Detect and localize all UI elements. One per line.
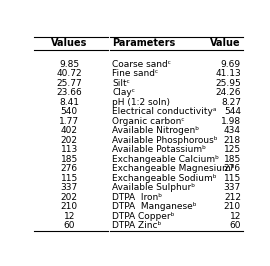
Text: 12: 12 [64, 211, 75, 221]
Text: Exchangeable Calciumᵇ: Exchangeable Calciumᵇ [112, 155, 219, 164]
Text: 210: 210 [224, 202, 241, 211]
Text: 23.66: 23.66 [56, 88, 82, 97]
Text: 434: 434 [224, 126, 241, 135]
Text: 41.13: 41.13 [215, 69, 241, 78]
Text: 25.77: 25.77 [56, 78, 82, 88]
Text: 125: 125 [224, 145, 241, 154]
Text: DTPA Zincᵇ: DTPA Zincᵇ [112, 221, 161, 230]
Text: 115: 115 [224, 174, 241, 182]
Text: Available Phosphorousᵇ: Available Phosphorousᵇ [112, 136, 218, 145]
Text: 544: 544 [224, 107, 241, 116]
Text: Organic carbonᶜ: Organic carbonᶜ [112, 117, 185, 126]
Text: Available Nitrogenᵇ: Available Nitrogenᵇ [112, 126, 199, 135]
Text: 185: 185 [61, 155, 78, 164]
Text: 8.27: 8.27 [221, 98, 241, 107]
Text: pH (1:2 soln): pH (1:2 soln) [112, 98, 170, 107]
Text: DTPA  Manganeseᵇ: DTPA Manganeseᵇ [112, 202, 197, 211]
Text: 402: 402 [61, 126, 78, 135]
Text: 60: 60 [63, 221, 75, 230]
Text: 540: 540 [61, 107, 78, 116]
Text: 25.95: 25.95 [215, 78, 241, 88]
Text: 202: 202 [61, 136, 78, 145]
Text: 8.41: 8.41 [59, 98, 79, 107]
Text: 276: 276 [224, 164, 241, 173]
Text: 210: 210 [61, 202, 78, 211]
Text: DTPA Copperᵇ: DTPA Copperᵇ [112, 211, 175, 221]
Text: Exchangeable Magnesiumᵇ: Exchangeable Magnesiumᵇ [112, 164, 235, 173]
Text: 9.85: 9.85 [59, 60, 79, 69]
Text: 276: 276 [61, 164, 78, 173]
Text: Electrical conductivityᵃ: Electrical conductivityᵃ [112, 107, 217, 116]
Text: 212: 212 [224, 193, 241, 202]
Text: 202: 202 [61, 193, 78, 202]
Text: Values: Values [51, 38, 87, 48]
Text: 113: 113 [61, 145, 78, 154]
Text: Value: Value [210, 38, 241, 48]
Text: 1.98: 1.98 [221, 117, 241, 126]
Text: 24.26: 24.26 [215, 88, 241, 97]
Text: 185: 185 [224, 155, 241, 164]
Text: 337: 337 [224, 183, 241, 192]
Text: Available Potassiumᵇ: Available Potassiumᵇ [112, 145, 206, 154]
Text: Parameters: Parameters [112, 38, 176, 48]
Text: 12: 12 [230, 211, 241, 221]
Text: 9.69: 9.69 [221, 60, 241, 69]
Text: 40.72: 40.72 [56, 69, 82, 78]
Text: Fine sandᶜ: Fine sandᶜ [112, 69, 158, 78]
Text: 337: 337 [61, 183, 78, 192]
Text: Exchangeable Sodiumᵇ: Exchangeable Sodiumᵇ [112, 174, 217, 182]
Text: Coarse sandᶜ: Coarse sandᶜ [112, 60, 171, 69]
Text: 218: 218 [224, 136, 241, 145]
Text: 1.77: 1.77 [59, 117, 79, 126]
Text: Available Sulphurᵇ: Available Sulphurᵇ [112, 183, 195, 192]
Text: Siltᶜ: Siltᶜ [112, 78, 130, 88]
Text: 60: 60 [230, 221, 241, 230]
Text: DTPA  Ironᵇ: DTPA Ironᵇ [112, 193, 162, 202]
Text: Clayᶜ: Clayᶜ [112, 88, 135, 97]
Text: 115: 115 [61, 174, 78, 182]
